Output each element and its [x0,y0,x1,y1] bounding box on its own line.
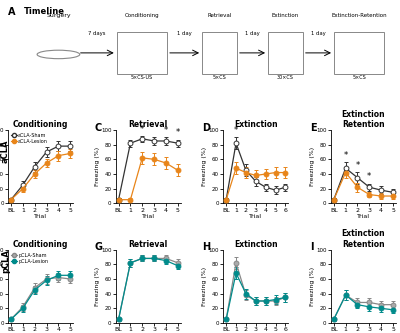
Text: 5×CS: 5×CS [352,75,366,80]
Y-axis label: Freezing (%): Freezing (%) [202,147,207,186]
Text: Timeline: Timeline [24,7,64,16]
Text: 7 days: 7 days [88,31,106,36]
Title: Extinction: Extinction [234,240,278,249]
X-axis label: Trial: Trial [249,214,262,219]
Text: H: H [202,242,210,252]
Y-axis label: Freezing (%): Freezing (%) [310,147,315,186]
Y-axis label: Freezing (%): Freezing (%) [94,147,100,186]
Text: Extinction: Extinction [272,13,299,18]
Text: C: C [95,123,102,133]
Bar [202,32,237,75]
Title: Retrieval: Retrieval [128,240,168,249]
Bar [268,32,303,75]
Text: *: * [367,172,372,181]
Text: 1 day: 1 day [311,31,326,36]
X-axis label: Trial: Trial [357,214,370,219]
Text: *: * [176,128,180,137]
Text: pCLA: pCLA [1,249,10,273]
Text: *: * [140,125,144,134]
Text: A: A [8,7,16,17]
Legend: aCLA-Sham, aCLA-Lesion: aCLA-Sham, aCLA-Lesion [10,133,48,144]
Y-axis label: Freezing (%): Freezing (%) [310,267,315,306]
Legend: pCLA-Sham, pCLA-Lesion: pCLA-Sham, pCLA-Lesion [10,252,49,264]
Title: Conditioning: Conditioning [13,240,68,249]
Title: Extinction: Extinction [234,120,278,129]
Text: Retrieval: Retrieval [207,13,232,18]
Text: *: * [164,126,168,135]
Title: Retrieval: Retrieval [128,120,168,129]
Y-axis label: Freezing (%): Freezing (%) [202,267,207,306]
Text: *: * [355,161,360,169]
Text: *: * [234,126,238,135]
Text: *: * [344,151,348,160]
X-axis label: Trial: Trial [34,214,47,219]
Text: Conditioning: Conditioning [124,13,159,18]
Text: Extinction-Retention: Extinction-Retention [331,13,387,18]
X-axis label: Trial: Trial [142,214,155,219]
Bar [334,32,384,75]
Text: 1 day: 1 day [177,31,192,36]
Text: 5×CS: 5×CS [212,75,226,80]
Text: 5×CS-US: 5×CS-US [131,75,153,80]
Bar [117,32,167,75]
Text: aCLA: aCLA [1,140,10,163]
Text: Surgery: Surgery [46,13,71,18]
Title: Conditioning: Conditioning [13,120,68,129]
Text: 30×CS: 30×CS [277,75,294,80]
Title: Extinction
Retention: Extinction Retention [342,229,385,249]
Text: I: I [310,242,314,252]
Text: 1 day: 1 day [245,31,260,36]
Y-axis label: Freezing (%): Freezing (%) [94,267,100,306]
Title: Extinction
Retention: Extinction Retention [342,110,385,129]
Text: D: D [202,123,210,133]
Text: E: E [310,123,316,133]
Text: G: G [95,242,103,252]
